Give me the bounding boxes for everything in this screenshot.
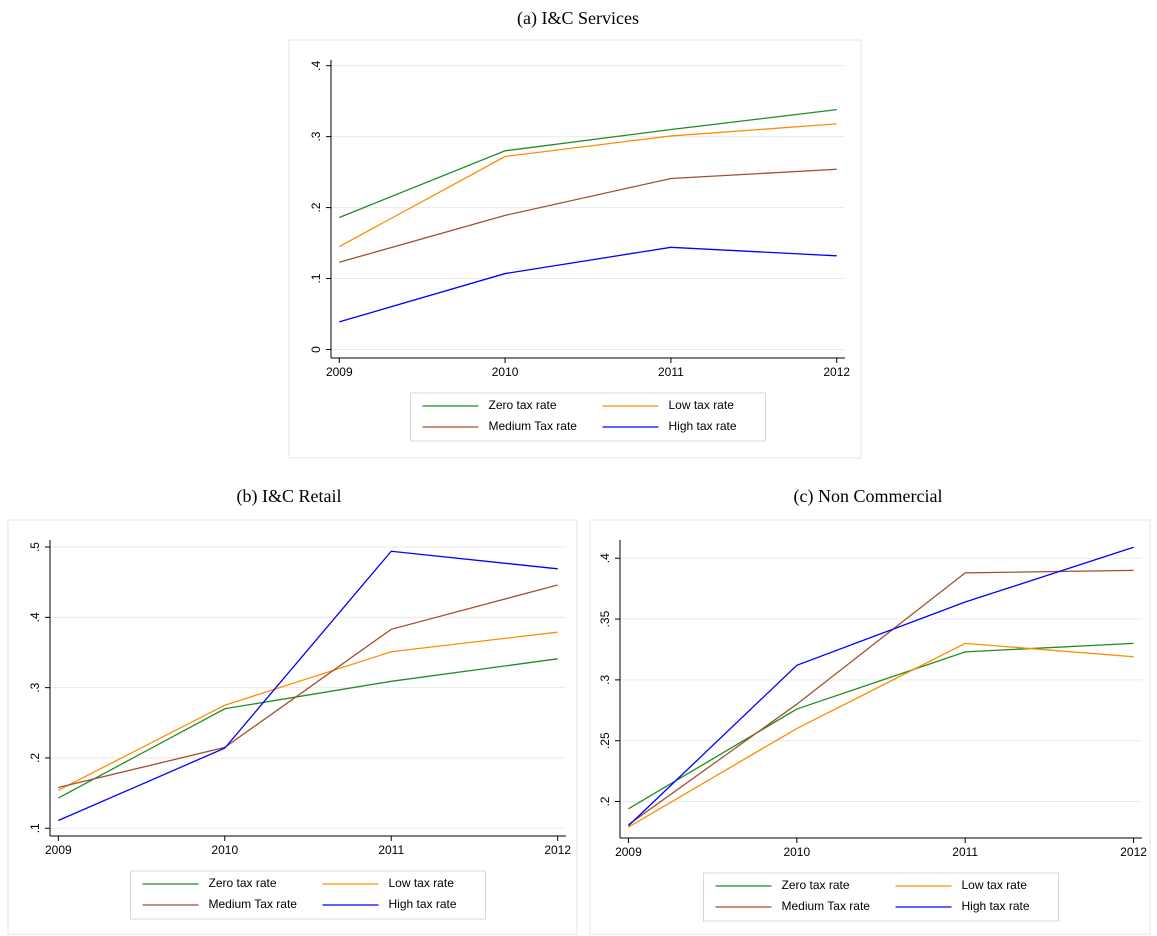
- series-line: [58, 584, 558, 789]
- x-tick-label: 2012: [1120, 845, 1147, 859]
- y-tick-label: .3: [28, 682, 42, 692]
- y-tick-label: .1: [28, 823, 42, 833]
- chart-title: (b) I&C Retail: [237, 486, 342, 507]
- x-tick-label: 2010: [492, 365, 519, 379]
- legend-label: Medium Tax rate: [209, 897, 298, 911]
- y-tick-label: .3: [598, 675, 612, 685]
- legend-label: Zero tax rate: [209, 876, 277, 890]
- legend-label: High tax rate: [962, 899, 1030, 913]
- y-tick-label: .3: [309, 131, 323, 141]
- x-tick-label: 2010: [783, 845, 810, 859]
- y-tick-label: .25: [598, 732, 612, 749]
- series-line: [339, 109, 837, 219]
- legend-box: [703, 872, 1059, 922]
- x-tick-label: 2011: [378, 843, 404, 857]
- y-tick-label: .5: [28, 542, 42, 552]
- legend-label: Medium Tax rate: [782, 899, 871, 913]
- y-tick-label: .2: [28, 753, 42, 763]
- x-tick-label: 2011: [952, 845, 978, 859]
- x-tick-label: 2012: [823, 365, 850, 379]
- x-tick-label: 2009: [45, 843, 72, 857]
- series-line: [58, 631, 558, 791]
- y-tick-label: .2: [598, 796, 612, 806]
- series-line: [58, 658, 558, 799]
- legend-label: Zero tax rate: [782, 878, 850, 892]
- y-tick-label: .4: [309, 60, 323, 70]
- chart-frame: [288, 39, 862, 459]
- legend-label: Medium Tax rate: [489, 419, 578, 433]
- legend-label: Low tax rate: [669, 398, 735, 412]
- legend-label: High tax rate: [669, 419, 737, 433]
- y-tick-label: .35: [598, 610, 612, 627]
- y-tick-label: 0: [309, 346, 323, 353]
- y-tick-label: .2: [309, 202, 323, 212]
- series-line: [627, 546, 1134, 827]
- legend-box: [410, 392, 766, 442]
- legend-label: Zero tax rate: [489, 398, 557, 412]
- series-line: [339, 168, 837, 263]
- x-tick-label: 2009: [615, 845, 642, 859]
- chart-title: (c) Non Commercial: [794, 486, 943, 507]
- chart-title: (a) I&C Services: [517, 8, 639, 29]
- legend-label: High tax rate: [389, 897, 457, 911]
- x-tick-label: 2012: [544, 843, 571, 857]
- series-line: [58, 550, 558, 822]
- y-tick-label: .1: [309, 273, 323, 283]
- y-tick-label: .4: [28, 612, 42, 622]
- series-line: [628, 569, 1134, 826]
- legend-box: [130, 870, 486, 920]
- x-tick-label: 2010: [211, 843, 238, 857]
- series-line: [338, 123, 837, 248]
- chart-frame: [589, 519, 1151, 935]
- legend-label: Low tax rate: [389, 876, 455, 890]
- series-line: [628, 642, 1134, 828]
- chart-frame: [7, 519, 578, 935]
- x-tick-label: 2011: [658, 365, 684, 379]
- x-tick-label: 2009: [326, 365, 353, 379]
- series-line: [628, 642, 1134, 810]
- series-line: [339, 246, 837, 323]
- y-tick-label: .4: [598, 553, 612, 563]
- legend-label: Low tax rate: [962, 878, 1028, 892]
